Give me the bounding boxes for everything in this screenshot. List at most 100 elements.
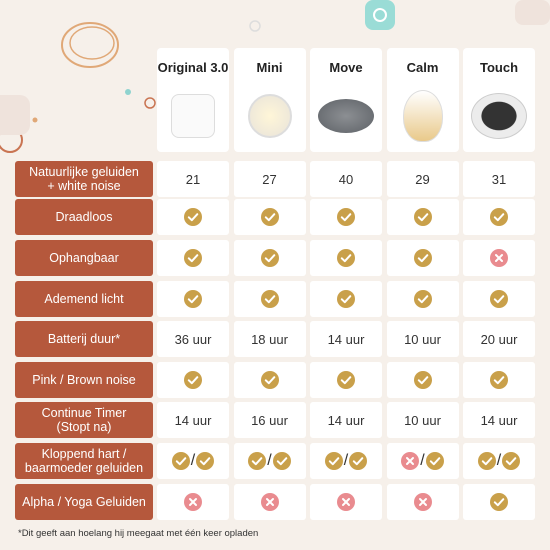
separator: / — [420, 452, 425, 469]
cell — [233, 199, 306, 235]
check-icon — [490, 290, 508, 308]
column-header: Calm — [406, 60, 439, 75]
cell: 36 uur — [157, 321, 229, 357]
cell: 14 uur — [157, 402, 229, 438]
product-card: Mini — [233, 48, 306, 152]
cell-text: 14 uur — [174, 412, 212, 428]
row-label: Pink / Brown noise — [15, 362, 153, 398]
separator: / — [496, 452, 502, 469]
column-header: Original 3.0 — [157, 60, 229, 75]
cell — [310, 362, 382, 398]
product-card: Move — [310, 48, 382, 152]
row-label: Draadloos — [15, 199, 153, 235]
cell: 16 uur — [233, 402, 306, 438]
check-icon — [260, 290, 279, 308]
cell-text: 36 uur — [174, 331, 212, 347]
cell-text: 20 uur — [480, 331, 518, 347]
cell: / — [310, 443, 382, 479]
cell: 10 uur — [386, 402, 459, 438]
cross-icon — [184, 493, 202, 511]
row-label: Batterij duur* — [15, 321, 153, 357]
cell — [463, 199, 535, 235]
check-icon — [337, 290, 355, 308]
cell-text: 14 uur — [480, 412, 518, 428]
check-icon — [413, 249, 432, 267]
cell: 14 uur — [310, 321, 382, 357]
cell-text: 10 uur — [404, 331, 441, 347]
check-icon — [196, 452, 215, 470]
cell-text: 18 uur — [251, 331, 288, 347]
product-image — [402, 90, 443, 142]
cell — [233, 281, 306, 317]
cell — [310, 199, 382, 235]
product-image — [247, 94, 292, 138]
cell — [233, 240, 306, 276]
cell: 21 — [157, 161, 229, 197]
cell: 20 uur — [463, 321, 535, 357]
check-icon — [413, 208, 432, 226]
cell — [386, 199, 459, 235]
cell — [463, 240, 535, 276]
cell: / — [386, 443, 459, 479]
row-label: Alpha / Yoga Geluiden — [15, 484, 153, 520]
column-header: Touch — [479, 60, 519, 75]
separator: / — [343, 452, 349, 469]
check-icon — [502, 452, 521, 470]
check-icon — [337, 208, 355, 226]
cell — [157, 281, 229, 317]
cross-icon — [337, 493, 355, 511]
cell — [386, 240, 459, 276]
cross-icon — [260, 493, 279, 511]
check-icon — [490, 371, 508, 389]
check-icon — [490, 493, 508, 511]
check-icon — [171, 452, 190, 470]
cell — [463, 281, 535, 317]
column-header: Mini — [256, 60, 283, 75]
cell: 14 uur — [463, 402, 535, 438]
cell-text: 14 uur — [327, 331, 365, 347]
cell: 29 — [386, 161, 459, 197]
cell — [157, 362, 229, 398]
check-icon — [272, 452, 291, 470]
product-image — [471, 93, 527, 139]
cell-text: 14 uur — [327, 412, 365, 428]
cell — [310, 281, 382, 317]
cell: 40 — [310, 161, 382, 197]
check-icon — [260, 371, 279, 389]
check-icon — [413, 371, 432, 389]
cross-icon — [490, 249, 508, 267]
product-card: Original 3.0 — [157, 48, 229, 152]
column-header: Move — [329, 60, 363, 75]
cell — [233, 362, 306, 398]
cell-text: 29 — [415, 171, 430, 187]
cell: / — [463, 443, 535, 479]
check-icon — [184, 208, 202, 226]
check-icon — [490, 208, 508, 226]
cell-text: 27 — [262, 171, 277, 187]
row-label: Continue Timer (Stopt na) — [15, 402, 153, 438]
check-icon — [324, 452, 343, 470]
footnote: *Dit geeft aan hoelang hij meegaat met é… — [18, 528, 259, 539]
cell — [386, 484, 459, 520]
cell: 31 — [463, 161, 535, 197]
check-icon — [248, 452, 267, 470]
row-label: Kloppend hart / baarmoeder geluiden — [15, 443, 153, 479]
product-card: Calm — [386, 48, 459, 152]
check-icon — [337, 371, 355, 389]
check-icon — [260, 208, 279, 226]
row-label: Ademend licht — [15, 281, 153, 317]
check-icon — [337, 249, 355, 267]
check-icon — [184, 249, 202, 267]
cell: 18 uur — [233, 321, 306, 357]
cell-text: 21 — [185, 171, 201, 187]
cell: 14 uur — [310, 402, 382, 438]
cross-icon — [413, 493, 432, 511]
separator: / — [190, 452, 196, 469]
product-card: Touch — [463, 48, 535, 152]
check-icon — [413, 290, 432, 308]
cell — [157, 199, 229, 235]
row-label: Ophangbaar — [15, 240, 153, 276]
row-label: Natuurlijke geluiden + white noise — [15, 161, 153, 197]
cell-text: 40 — [338, 171, 354, 187]
